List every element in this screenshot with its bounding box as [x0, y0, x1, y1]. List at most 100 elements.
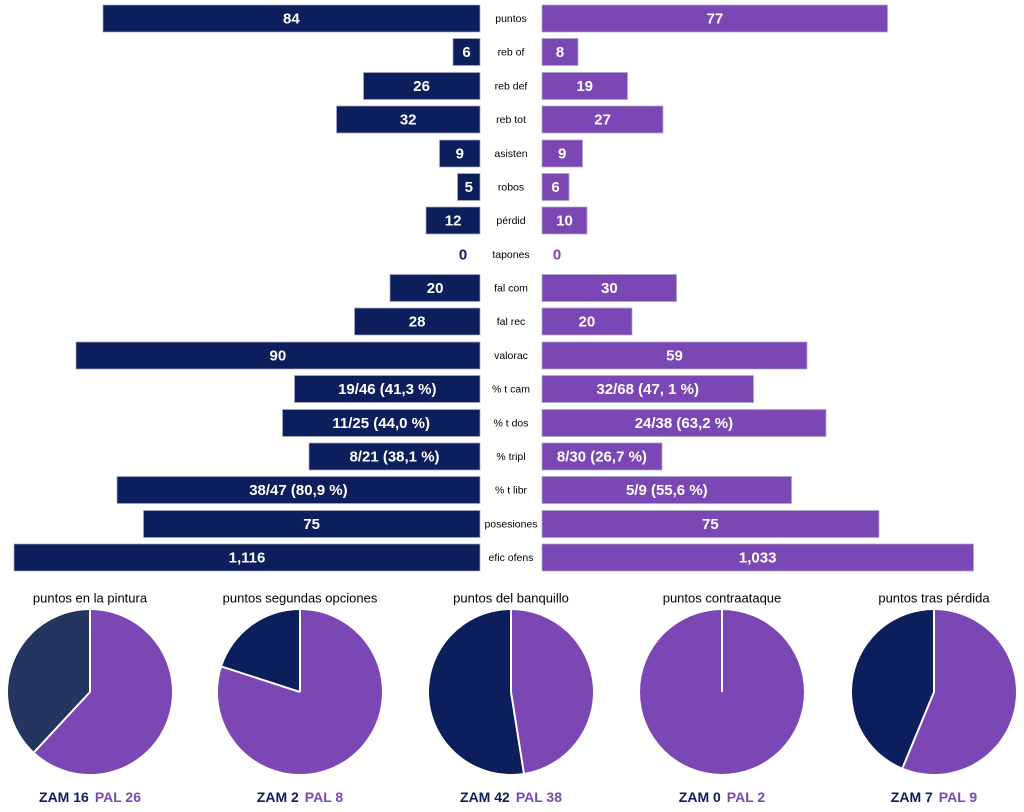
- pie-chart-row: puntos en la pintura ZAM 16 PAL 26 puntos s…: [8, 591, 1016, 805]
- pie-slice-zam: [222, 610, 300, 692]
- value-label-right-robos: 6: [551, 179, 559, 196]
- pie-slice-separator: [221, 665, 301, 693]
- pie-title: puntos tras pérdida: [878, 591, 990, 606]
- pie-title: puntos en la pintura: [33, 591, 148, 606]
- bar-left-reb-tot: [335, 105, 481, 134]
- bar-right-puntos: [541, 4, 889, 33]
- category-label-asisten: asisten: [494, 148, 527, 160]
- value-label-left-reb-of: 6: [462, 44, 470, 61]
- value-label-right-tripl: 8/30 (26,7 %): [557, 449, 647, 466]
- value-label-left-t-dos: 11/25 (44,0 %): [332, 415, 430, 432]
- bar-right-valorac: [541, 341, 808, 370]
- category-label-reb-of: reb of: [498, 47, 525, 59]
- bar-right-t-libr: [541, 476, 793, 505]
- value-label-right-valorac: 59: [666, 347, 683, 364]
- value-label-right-tapones: 0: [553, 246, 561, 263]
- value-label-left-valorac: 90: [270, 347, 287, 364]
- bar-right-reb-def: [541, 71, 628, 100]
- bar-row-fal-com: 20 30 fal com: [389, 274, 678, 302]
- value-label-right-t-cam: 32/68 (47, 1 %): [596, 381, 699, 398]
- bar-row-efic-ofens: 1,116 1,033 efic ofens: [13, 543, 974, 572]
- pie-value-labels: ZAM 42 PAL 38: [460, 789, 562, 805]
- bar-row-reb-of: 6 8 reb of: [452, 38, 579, 67]
- bar-row-t-cam: 19/46 (41,3 %) 32/68 (47, 1 %) % t cam: [294, 375, 754, 404]
- bar-right-tripl: [541, 442, 663, 471]
- pie-value-label-pal: PAL 26: [95, 789, 141, 805]
- category-label-t-libr: % t libr: [495, 485, 528, 497]
- pie-value-label-pal: PAL 8: [305, 789, 344, 805]
- pie-value-label-zam: ZAM 2: [257, 789, 299, 805]
- value-label-left-efic-ofens: 1,116: [229, 550, 266, 567]
- pie-chart-puntos-contraataque: puntos contraataque ZAM 0 PAL 2: [640, 591, 804, 805]
- category-label-tapones: tapones: [492, 249, 529, 261]
- value-label-left-perdid: 12: [445, 213, 462, 230]
- bar-left-robos: [457, 172, 481, 201]
- pie-value-labels: ZAM 0 PAL 2: [679, 789, 766, 805]
- bar-left-puntos: [102, 4, 481, 33]
- value-label-left-robos: 5: [465, 179, 473, 196]
- value-label-right-posesiones: 75: [702, 516, 719, 533]
- value-label-left-reb-def: 26: [413, 78, 430, 95]
- bar-right-reb-of: [541, 38, 579, 67]
- value-label-right-t-libr: 5/9 (55,6 %): [626, 482, 708, 499]
- bar-right-t-dos: [541, 408, 827, 437]
- category-label-puntos: puntos: [495, 13, 527, 25]
- bar-row-t-dos: 11/25 (44,0 %) 24/38 (63,2 %) % t dos: [281, 408, 827, 437]
- value-label-left-fal-rec: 28: [409, 314, 426, 331]
- pie-chart-puntos-en-la-pintura: puntos en la pintura ZAM 16 PAL 26: [8, 591, 173, 805]
- bar-right-posesiones: [541, 509, 880, 538]
- pie-slice-pal: [902, 610, 1016, 775]
- category-label-perdid: pérdid: [496, 215, 525, 227]
- pie-value-labels: ZAM 7 PAL 9: [891, 789, 978, 805]
- value-label-left-reb-tot: 32: [400, 112, 417, 129]
- value-label-left-t-cam: 19/46 (41,3 %): [338, 381, 436, 398]
- bar-row-posesiones: 75 75 posesiones: [142, 509, 880, 538]
- bar-left-perdid: [425, 206, 481, 235]
- pie-value-label-pal: PAL 9: [939, 789, 978, 805]
- bar-left-t-libr: [116, 476, 481, 505]
- pie-slice-zam: [428, 609, 524, 774]
- bar-left-reb-def: [362, 71, 481, 100]
- value-label-left-puntos: 84: [283, 11, 300, 28]
- pie-title: puntos segundas opciones: [223, 591, 378, 606]
- pie-slice-separator: [510, 691, 525, 774]
- category-label-fal-com: fal com: [494, 283, 528, 295]
- pie-slice-pal: [511, 610, 593, 773]
- value-label-left-posesiones: 75: [303, 516, 320, 533]
- value-label-right-t-dos: 24/38 (63,2 %): [635, 415, 733, 432]
- pie-title: puntos del banquillo: [453, 591, 569, 606]
- category-label-robos: robos: [498, 181, 524, 193]
- bar-row-reb-tot: 32 27 reb tot: [335, 105, 664, 134]
- bar-row-asisten: 9 9 asisten: [439, 139, 583, 168]
- bar-row-puntos: 84 77 puntos: [102, 4, 889, 33]
- bar-right-robos: [541, 172, 570, 201]
- bar-row-robos: 5 6 robos: [457, 172, 570, 201]
- pie-slice-separator: [901, 691, 935, 769]
- bar-left-fal-rec: [353, 307, 481, 336]
- pie-chart-puntos-segundas-opciones: puntos segundas opciones ZAM 2 PAL 8: [217, 591, 382, 805]
- pie-slice-zam: [851, 610, 934, 768]
- bar-right-efic-ofens: [541, 543, 974, 572]
- pie-value-labels: ZAM 16 PAL 26: [39, 789, 141, 805]
- pie-slice-separator: [33, 691, 91, 753]
- value-label-right-efic-ofens: 1,033: [739, 550, 777, 567]
- value-label-left-fal-com: 20: [427, 280, 444, 297]
- bar-left-asisten: [439, 139, 481, 168]
- bar-row-valorac: 90 59 valorac: [75, 341, 808, 370]
- bar-left-valorac: [75, 341, 481, 370]
- bar-right-asisten: [541, 139, 583, 168]
- bar-left-tripl: [308, 442, 481, 471]
- pie-value-label-pal: PAL 38: [516, 789, 562, 805]
- category-label-tripl: % tripl: [496, 451, 525, 463]
- value-label-right-reb-of: 8: [556, 44, 564, 61]
- pie-value-label-pal: PAL 2: [727, 789, 766, 805]
- value-label-left-tripl: 8/21 (38,1 %): [349, 449, 439, 466]
- bar-left-efic-ofens: [13, 543, 481, 572]
- value-label-right-puntos: 77: [707, 11, 724, 28]
- bar-left-t-cam: [294, 375, 481, 404]
- bar-row-fal-rec: 28 20 fal rec: [353, 307, 633, 336]
- bar-row-t-libr: 38/47 (80,9 %) 5/9 (55,6 %) % t libr: [116, 476, 793, 505]
- value-label-right-reb-tot: 27: [594, 112, 611, 129]
- bar-right-t-cam: [541, 375, 754, 404]
